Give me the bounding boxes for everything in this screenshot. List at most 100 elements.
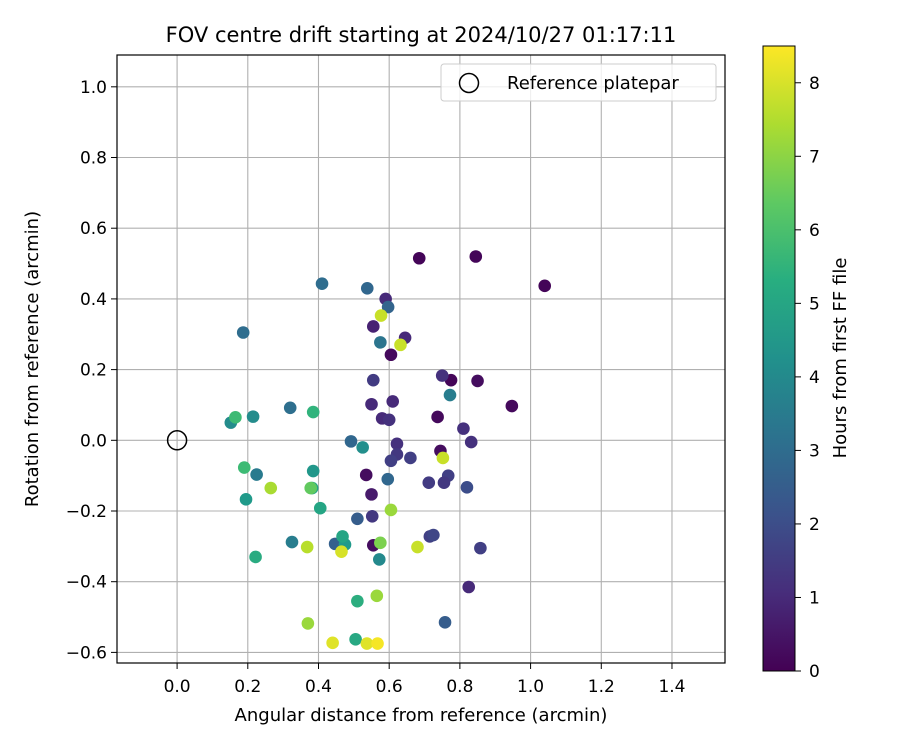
data-point <box>438 616 452 629</box>
data-point <box>304 481 318 495</box>
x-tick-label: 0.4 <box>305 677 332 697</box>
data-point <box>237 461 251 474</box>
data-point <box>365 397 378 411</box>
y-tick-label: 0.6 <box>80 219 107 239</box>
x-tick-label: 0.6 <box>376 677 403 697</box>
data-point <box>344 435 358 448</box>
colorbar-tick-label: 4 <box>809 368 820 388</box>
data-point <box>300 540 314 554</box>
colorbar-tick-label: 1 <box>809 588 820 608</box>
data-point <box>371 637 384 650</box>
legend-label: Reference platepar <box>507 73 679 94</box>
data-point <box>390 437 404 451</box>
data-point <box>394 338 407 352</box>
data-point <box>436 451 450 465</box>
plot-area <box>117 55 725 663</box>
data-point <box>366 320 380 333</box>
y-axis-label: Rotation from reference (arcmin) <box>22 211 43 507</box>
data-point <box>250 468 263 481</box>
x-axis-label: Angular distance from reference (arcmin) <box>235 705 608 726</box>
data-point <box>384 454 398 468</box>
data-point <box>370 589 384 603</box>
data-point <box>464 435 478 449</box>
data-point <box>381 300 395 314</box>
colorbar-gradient <box>762 45 796 672</box>
data-point <box>351 594 364 608</box>
data-point <box>356 441 369 454</box>
data-point <box>382 413 396 427</box>
y-tick-label: 0.8 <box>80 149 107 169</box>
x-axis-ticks: 0.0 0.2 0.4 0.6 0.8 1.0 1.2 1.4 <box>164 663 686 697</box>
data-point <box>462 580 476 594</box>
y-tick-label: −0.6 <box>66 643 107 663</box>
data-point <box>360 282 374 295</box>
colorbar-tick-label: 5 <box>809 294 820 314</box>
data-point <box>366 373 380 387</box>
data-point <box>427 528 440 542</box>
colorbar-label: Hours from first FF file <box>830 258 851 459</box>
colorbar-tick-label: 2 <box>809 515 820 535</box>
y-axis-ticks: −0.6 −0.4 −0.2 0.0 0.2 0.4 0.6 0.8 1.0 <box>66 78 117 663</box>
colorbar: 0 1 2 3 4 5 6 7 8 Hours from first FF file <box>762 45 851 682</box>
data-point <box>384 503 398 517</box>
data-point <box>443 388 457 402</box>
y-tick-label: 0.2 <box>80 361 107 381</box>
x-tick-label: 1.0 <box>517 677 544 697</box>
data-point <box>306 464 320 478</box>
data-point <box>239 493 253 506</box>
y-tick-label: 0.4 <box>80 290 107 310</box>
data-point <box>315 277 329 291</box>
data-point <box>285 535 299 549</box>
data-point <box>384 348 398 362</box>
data-point <box>365 510 379 523</box>
data-point <box>404 451 417 465</box>
x-tick-label: 0.0 <box>164 677 191 697</box>
data-point <box>460 481 474 494</box>
data-point <box>471 374 484 388</box>
data-point <box>374 536 387 550</box>
data-point <box>435 369 449 382</box>
y-tick-label: −0.2 <box>66 502 107 522</box>
data-point <box>249 550 262 564</box>
reference-marker <box>166 430 188 451</box>
data-point <box>359 468 373 482</box>
y-tick-label: −0.4 <box>66 573 107 593</box>
colorbar-tick-label: 3 <box>809 441 820 461</box>
data-point <box>351 512 364 526</box>
x-tick-label: 0.8 <box>446 677 473 697</box>
data-point <box>374 309 388 322</box>
colorbar-tick-label: 8 <box>809 74 820 94</box>
data-point <box>283 401 297 415</box>
legend-open-circle-icon <box>458 72 480 94</box>
data-point <box>422 476 436 490</box>
y-tick-label: 0.0 <box>80 431 107 451</box>
data-point <box>431 410 444 424</box>
data-point <box>365 488 378 501</box>
data-point <box>437 476 451 490</box>
data-point <box>474 541 487 555</box>
colorbar-ticks: 0 1 2 3 4 5 6 7 8 <box>795 74 820 682</box>
x-tick-label: 1.2 <box>588 677 615 697</box>
data-point <box>335 545 348 558</box>
data-point <box>326 636 339 650</box>
data-point <box>301 617 315 630</box>
data-point <box>349 633 362 646</box>
colorbar-tick-label: 6 <box>809 221 820 241</box>
data-point <box>236 326 250 339</box>
grid <box>117 55 725 663</box>
chart-title: FOV centre drift starting at 2024/10/27 … <box>166 23 677 47</box>
legend-box <box>440 63 717 102</box>
colorbar-tick-label: 7 <box>809 147 820 167</box>
data-point <box>246 410 260 423</box>
colorbar-tick-label: 0 <box>809 662 820 682</box>
y-tick-label: 1.0 <box>80 78 107 98</box>
data-point <box>505 399 519 413</box>
axes-frame <box>116 54 726 664</box>
data-point <box>313 501 327 515</box>
legend: Reference platepar <box>440 63 717 102</box>
data-point <box>264 481 278 495</box>
reference-platepar-marker <box>166 430 188 451</box>
data-point <box>381 472 395 486</box>
data-point <box>469 250 483 263</box>
